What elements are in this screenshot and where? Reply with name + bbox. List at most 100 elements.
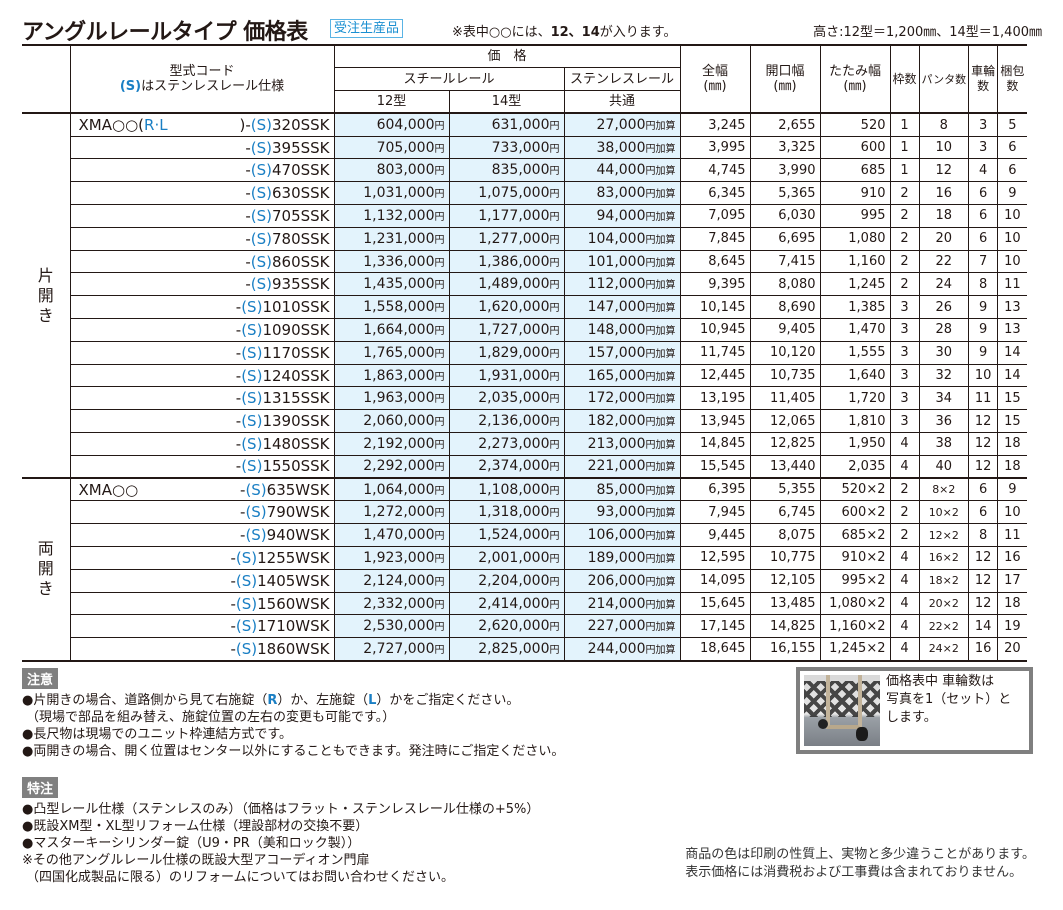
pantograph-count: 28 <box>918 318 970 342</box>
total-width: 7,845 <box>679 226 751 251</box>
table-row: -(S)1860WSK 2,727,000円 2,825,000円 244,000円加… <box>22 637 1027 662</box>
caution-line: ●片開きの場合、道路側から見て右施錠（R）か、左施錠（L）かをご指定ください。 <box>22 692 564 709</box>
rl-mark: R·L <box>144 116 168 135</box>
pantograph-count: 30 <box>918 340 970 365</box>
model-number: 320SSK <box>271 116 330 135</box>
header-unit-mm: (㎜) <box>843 79 867 95</box>
price-value: 1,470,000 <box>363 527 435 544</box>
yen-unit: 円 <box>549 622 560 634</box>
package-count: 15 <box>997 386 1027 411</box>
model-number: 1710WSK <box>257 617 330 636</box>
model-number: 705SSK <box>271 206 330 225</box>
price-14: 631,000円 <box>448 112 565 137</box>
package-count: 19 <box>997 614 1027 639</box>
model-number: 1480SSK <box>262 434 330 453</box>
addon-value: 85,000 <box>596 481 646 498</box>
model-code: -(S)1480SSK <box>69 432 335 456</box>
addon-value: 106,000 <box>587 527 646 544</box>
model-code: -(S)1240SSK <box>69 363 335 388</box>
price-14: 1,075,000円 <box>448 181 565 206</box>
folded-width: 685×2 <box>819 523 891 548</box>
header-price: 価 格 <box>333 44 681 69</box>
price-14: 2,136,000円 <box>448 409 565 434</box>
model-number: 940WSK <box>266 526 330 545</box>
package-count: 20 <box>997 637 1027 662</box>
yen-unit: 円 <box>549 348 560 360</box>
yen-unit: 円 <box>434 644 445 656</box>
addon-unit: 円加算 <box>645 485 676 497</box>
folded-width: 995 <box>819 204 891 228</box>
model-note-bold: 12、14 <box>550 25 600 40</box>
stainless-mark: (S) <box>250 138 272 157</box>
special-order-label: 特注 <box>22 777 59 798</box>
price-value: 2,001,000 <box>478 549 550 566</box>
stainless-mark: (S) <box>250 206 272 225</box>
category-char: き <box>37 305 54 325</box>
price-12: 1,923,000円 <box>333 546 450 570</box>
wheel-count: 16 <box>968 637 999 662</box>
price-value: 1,318,000 <box>478 504 550 521</box>
folded-width: 995×2 <box>819 568 891 593</box>
caution-text: ●片開きの場合、道路側から見て右施錠（ <box>22 693 268 708</box>
model-code: -(S)1405WSK <box>69 568 335 593</box>
price-12: 1,470,000円 <box>333 523 450 548</box>
stainless-mark: (S) <box>241 389 263 408</box>
pantograph-count: 16×2 <box>918 546 970 570</box>
opening-width: 11,405 <box>749 386 821 411</box>
yen-unit: 円 <box>434 417 445 429</box>
model-code: -(S)1860WSK <box>69 637 335 662</box>
addon-unit: 円加算 <box>645 371 676 383</box>
addon-value: 214,000 <box>587 595 646 612</box>
price-value: 2,292,000 <box>363 458 435 475</box>
model-number: 860SSK <box>271 252 330 271</box>
yen-unit: 円 <box>434 234 445 246</box>
model-code: -(S)790WSK <box>69 500 335 525</box>
wheel-count: 12 <box>968 546 999 570</box>
price-value: 2,414,000 <box>478 595 550 612</box>
folded-width: 600×2 <box>819 500 891 525</box>
stainless-addon: 147,000円加算 <box>563 295 681 320</box>
yen-unit: 円 <box>549 325 560 337</box>
model-code: -(S)705SSK <box>69 204 335 228</box>
stainless-mark: (S) <box>250 116 272 135</box>
yen-unit: 円 <box>549 121 560 133</box>
yen-unit: 円 <box>434 325 445 337</box>
addon-unit: 円加算 <box>645 644 676 656</box>
gate-wheel-photo <box>804 675 880 746</box>
yen-unit: 円 <box>434 531 445 543</box>
yen-unit: 円 <box>549 439 560 451</box>
model-number: 1405WSK <box>257 571 330 590</box>
package-count: 16 <box>997 546 1027 570</box>
opening-width: 10,775 <box>749 546 821 570</box>
pantograph-count: 16 <box>918 181 970 206</box>
model-dash: - <box>245 184 251 203</box>
price-14: 2,414,000円 <box>448 591 565 616</box>
yen-unit: 円 <box>434 143 445 155</box>
stainless-addon: 44,000円加算 <box>563 158 681 183</box>
model-code: -(S)780SSK <box>69 226 335 251</box>
special-line: ※その他アングルレール仕様の既設大型アコーディオン門扉 <box>22 853 370 868</box>
addon-value: 104,000 <box>587 230 646 247</box>
package-count: 18 <box>997 432 1027 456</box>
footer-line: 表示価格には消費税および工事費は含まれておりません。 <box>685 865 1023 880</box>
frame-count: 2 <box>889 272 920 297</box>
model-code: XMA○○(R·L)-(S)320SSK <box>69 112 335 137</box>
addon-value: 147,000 <box>587 299 646 316</box>
model-note: ※表中○○には、12、14が入ります。 <box>452 21 676 40</box>
stainless-addon: 182,000円加算 <box>563 409 681 434</box>
table-row: -(S)1090SSK 1,664,000円 1,727,000円 148,000円加… <box>22 318 1027 342</box>
price-value: 1,064,000 <box>363 481 435 498</box>
price-12: 2,727,000円 <box>333 637 450 662</box>
price-14: 1,489,000円 <box>448 272 565 297</box>
package-count: 18 <box>997 591 1027 616</box>
package-count: 13 <box>997 318 1027 342</box>
model-number: 1255WSK <box>257 548 330 567</box>
footer-line: 商品の色は印刷の性質上、実物と多少違うことがあります。 <box>685 847 1035 862</box>
addon-unit: 円加算 <box>645 348 676 360</box>
price-value: 2,332,000 <box>363 595 435 612</box>
price-12: 1,765,000円 <box>333 340 450 365</box>
wheel-count: 12 <box>968 568 999 593</box>
caution-text: ）かをご指定ください。 <box>376 693 520 708</box>
yen-unit: 円 <box>434 485 445 497</box>
table-row: -(S)1010SSK 1,558,000円 1,620,000円 147,000円加… <box>22 295 1027 320</box>
